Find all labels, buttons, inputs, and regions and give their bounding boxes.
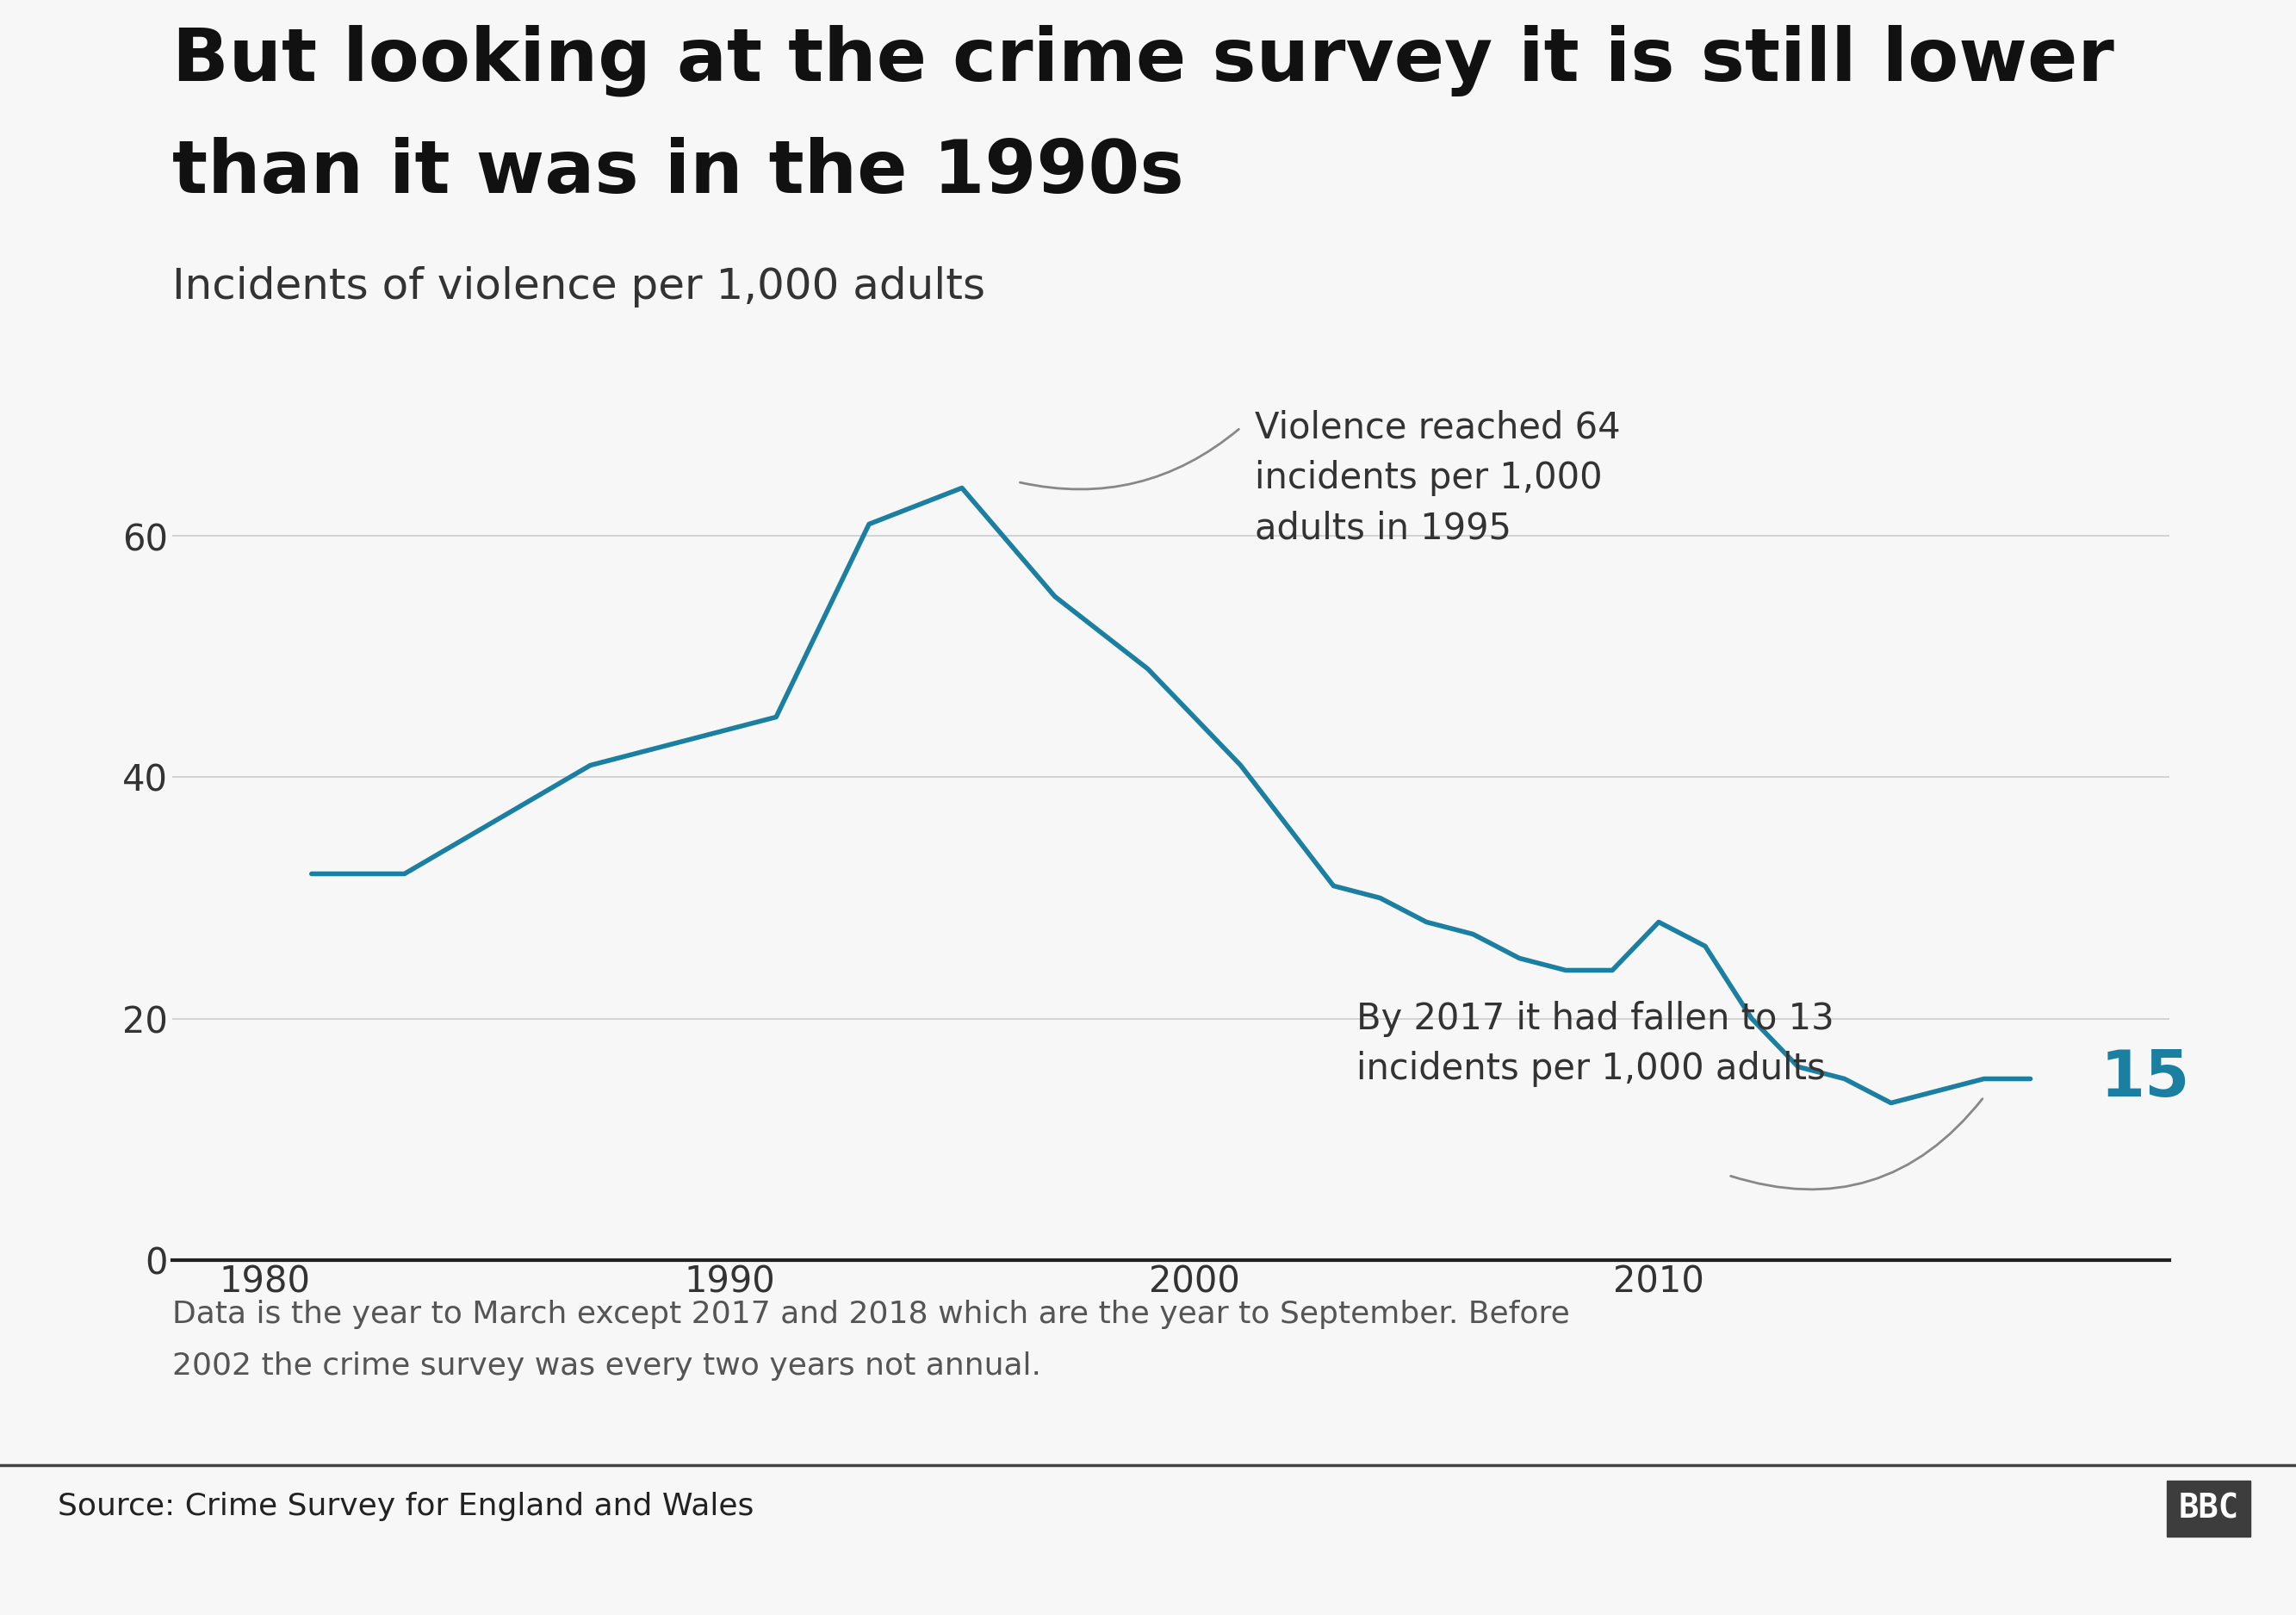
Text: But looking at the crime survey it is still lower: But looking at the crime survey it is st…: [172, 24, 2115, 97]
Text: BBC: BBC: [2179, 1492, 2239, 1525]
Text: than it was in the 1990s: than it was in the 1990s: [172, 137, 1185, 208]
Text: Violence reached 64
incidents per 1,000
adults in 1995: Violence reached 64 incidents per 1,000 …: [1254, 410, 1621, 546]
Text: By 2017 it had fallen to 13
incidents per 1,000 adults: By 2017 it had fallen to 13 incidents pe…: [1357, 1000, 1835, 1087]
Text: 15: 15: [2101, 1048, 2190, 1110]
Text: Data is the year to March except 2017 and 2018 which are the year to September. : Data is the year to March except 2017 an…: [172, 1300, 1570, 1329]
Text: Incidents of violence per 1,000 adults: Incidents of violence per 1,000 adults: [172, 266, 985, 308]
Text: Source: Crime Survey for England and Wales: Source: Crime Survey for England and Wal…: [57, 1492, 753, 1521]
Text: 2002 the crime survey was every two years not annual.: 2002 the crime survey was every two year…: [172, 1352, 1040, 1381]
